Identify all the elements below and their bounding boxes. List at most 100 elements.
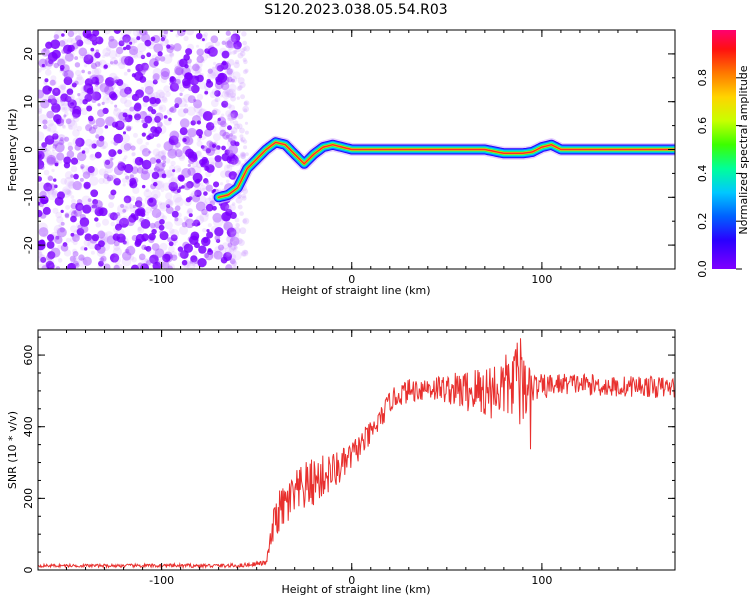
- noise-point: [92, 204, 96, 209]
- noise-point: [61, 33, 65, 37]
- noise-point: [179, 92, 183, 96]
- noise-point: [74, 182, 83, 191]
- noise-point: [199, 53, 208, 62]
- noise-point: [114, 223, 122, 231]
- ridge-layer-6: [217, 141, 675, 199]
- noise-point: [209, 69, 219, 79]
- noise-point: [74, 144, 82, 151]
- noise-point: [191, 220, 198, 227]
- noise-point: [244, 130, 249, 135]
- noise-point: [177, 97, 187, 108]
- noise-point: [72, 129, 80, 137]
- noise-point: [174, 78, 181, 85]
- noise-point: [95, 126, 104, 136]
- noise-point: [63, 76, 73, 86]
- noise-point: [204, 165, 210, 172]
- noise-point: [211, 88, 219, 96]
- noise-point: [242, 57, 247, 62]
- noise-point: [188, 158, 195, 165]
- noise-point: [77, 224, 83, 230]
- noise-point: [134, 117, 140, 123]
- noise-point: [44, 257, 55, 268]
- noise-point: [97, 103, 101, 107]
- noise-point: [163, 85, 171, 93]
- noise-point: [114, 120, 125, 131]
- noise-point: [136, 30, 142, 34]
- noise-point: [198, 81, 207, 90]
- noise-point: [83, 54, 94, 65]
- noise-point: [228, 171, 238, 180]
- noise-point: [228, 72, 233, 77]
- noise-point: [227, 150, 234, 157]
- noise-point: [41, 63, 46, 68]
- noise-point: [233, 245, 238, 250]
- noise-point: [60, 103, 70, 113]
- noise-point: [98, 168, 107, 176]
- noise-point: [66, 88, 74, 96]
- noise-point: [200, 182, 204, 186]
- noise-point: [125, 241, 130, 246]
- y-tick-label: 0: [22, 567, 35, 574]
- noise-point: [174, 97, 183, 106]
- noise-point: [150, 42, 154, 46]
- noise-point: [149, 58, 159, 68]
- noise-point: [193, 186, 202, 196]
- noise-point: [104, 125, 109, 129]
- noise-point: [192, 63, 200, 72]
- noise-point: [183, 216, 190, 223]
- noise-point: [52, 144, 58, 149]
- noise-point: [236, 96, 240, 100]
- noise-point: [102, 145, 106, 149]
- noise-point: [75, 35, 82, 42]
- noise-point: [82, 98, 88, 105]
- noise-point: [48, 59, 54, 65]
- noise-point: [168, 117, 172, 122]
- noise-point: [240, 48, 245, 53]
- noise-point: [154, 180, 165, 191]
- noise-point: [98, 260, 104, 267]
- noise-point: [170, 251, 178, 259]
- noise-point: [64, 212, 70, 218]
- noise-point: [204, 88, 208, 93]
- noise-point: [134, 102, 142, 110]
- snr-ylabel: SNR (10 * v/v): [6, 411, 19, 489]
- noise-point: [72, 260, 79, 267]
- noise-point: [182, 137, 187, 143]
- noise-point: [98, 201, 104, 207]
- noise-point: [38, 104, 43, 113]
- noise-point: [202, 228, 207, 233]
- noise-point: [42, 149, 52, 160]
- noise-point: [145, 216, 150, 221]
- noise-point: [183, 35, 189, 42]
- noise-point: [53, 34, 60, 40]
- noise-point: [104, 159, 111, 166]
- noise-point: [160, 67, 171, 78]
- noise-point: [204, 90, 209, 95]
- noise-point: [168, 177, 178, 188]
- noise-point: [66, 93, 75, 102]
- noise-point: [38, 201, 41, 206]
- noise-point: [125, 44, 131, 50]
- noise-point: [52, 140, 59, 147]
- noise-point: [118, 40, 125, 47]
- noise-point: [86, 123, 91, 127]
- noise-point: [137, 42, 147, 53]
- noise-point: [184, 64, 189, 69]
- noise-point: [141, 257, 149, 265]
- noise-point: [70, 102, 74, 106]
- noise-point: [98, 240, 105, 248]
- noise-point: [109, 253, 120, 263]
- noise-point: [229, 235, 236, 242]
- noise-point: [168, 135, 179, 146]
- noise-point: [227, 244, 232, 249]
- y-tick-label: 200: [22, 488, 35, 509]
- noise-point: [92, 30, 100, 37]
- noise-point: [144, 115, 153, 124]
- noise-point: [102, 94, 112, 104]
- noise-point: [199, 212, 209, 223]
- noise-point: [195, 201, 206, 212]
- noise-point: [230, 254, 237, 260]
- noise-point: [242, 40, 248, 46]
- noise-point: [243, 101, 248, 106]
- noise-point: [230, 33, 241, 43]
